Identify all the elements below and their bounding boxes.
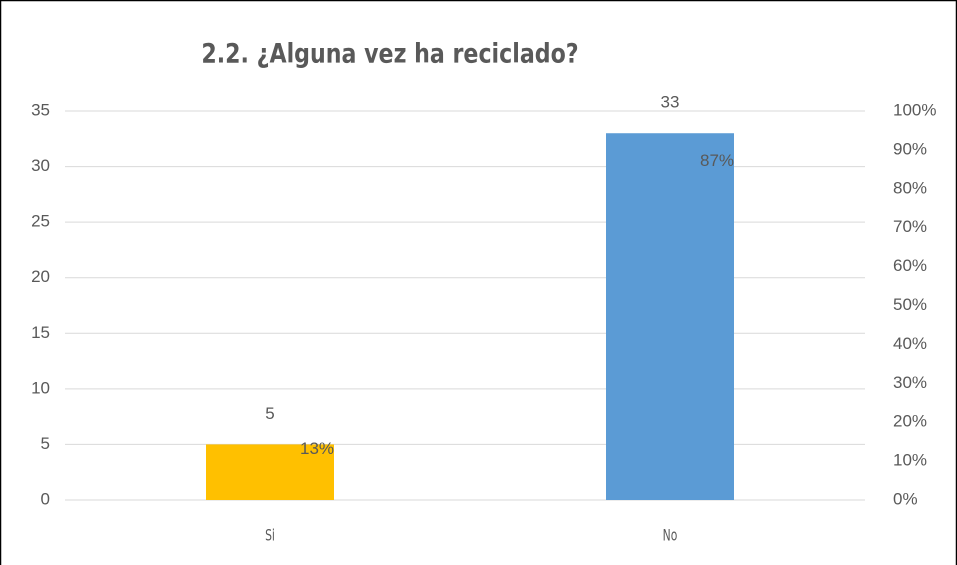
chart-title: 2.2. ¿Alguna vez ha reciclado? (201, 38, 578, 70)
y2-tick-label: 50% (893, 295, 927, 314)
percent-label: 87% (700, 151, 734, 170)
data-label: 33 (661, 93, 680, 112)
bar (606, 133, 734, 500)
percent-label: 13% (300, 439, 334, 458)
y2-tick-label: 90% (893, 139, 927, 158)
y-tick-label: 25 (31, 212, 50, 231)
y-tick-label: 0 (41, 489, 50, 508)
y2-tick-label: 10% (893, 451, 927, 470)
y-tick-label: 5 (41, 434, 50, 453)
y2-tick-label: 70% (893, 217, 927, 236)
y2-tick-label: 0% (893, 489, 918, 508)
x-tick-label: Si (265, 527, 275, 545)
x-tick-label: No (663, 527, 678, 545)
y2-tick-label: 20% (893, 412, 927, 431)
y-tick-label: 30 (31, 156, 50, 175)
bar (206, 444, 334, 500)
y2-tick-label: 60% (893, 256, 927, 275)
y2-tick-label: 100% (893, 100, 936, 119)
y2-tick-label: 30% (893, 373, 927, 392)
y-tick-label: 15 (31, 323, 50, 342)
y-tick-label: 20 (31, 267, 50, 286)
y2-tick-label: 80% (893, 178, 927, 197)
y-tick-label: 10 (31, 378, 50, 397)
y2-tick-label: 40% (893, 334, 927, 353)
y-tick-label: 35 (31, 100, 50, 119)
data-label: 5 (265, 404, 274, 423)
